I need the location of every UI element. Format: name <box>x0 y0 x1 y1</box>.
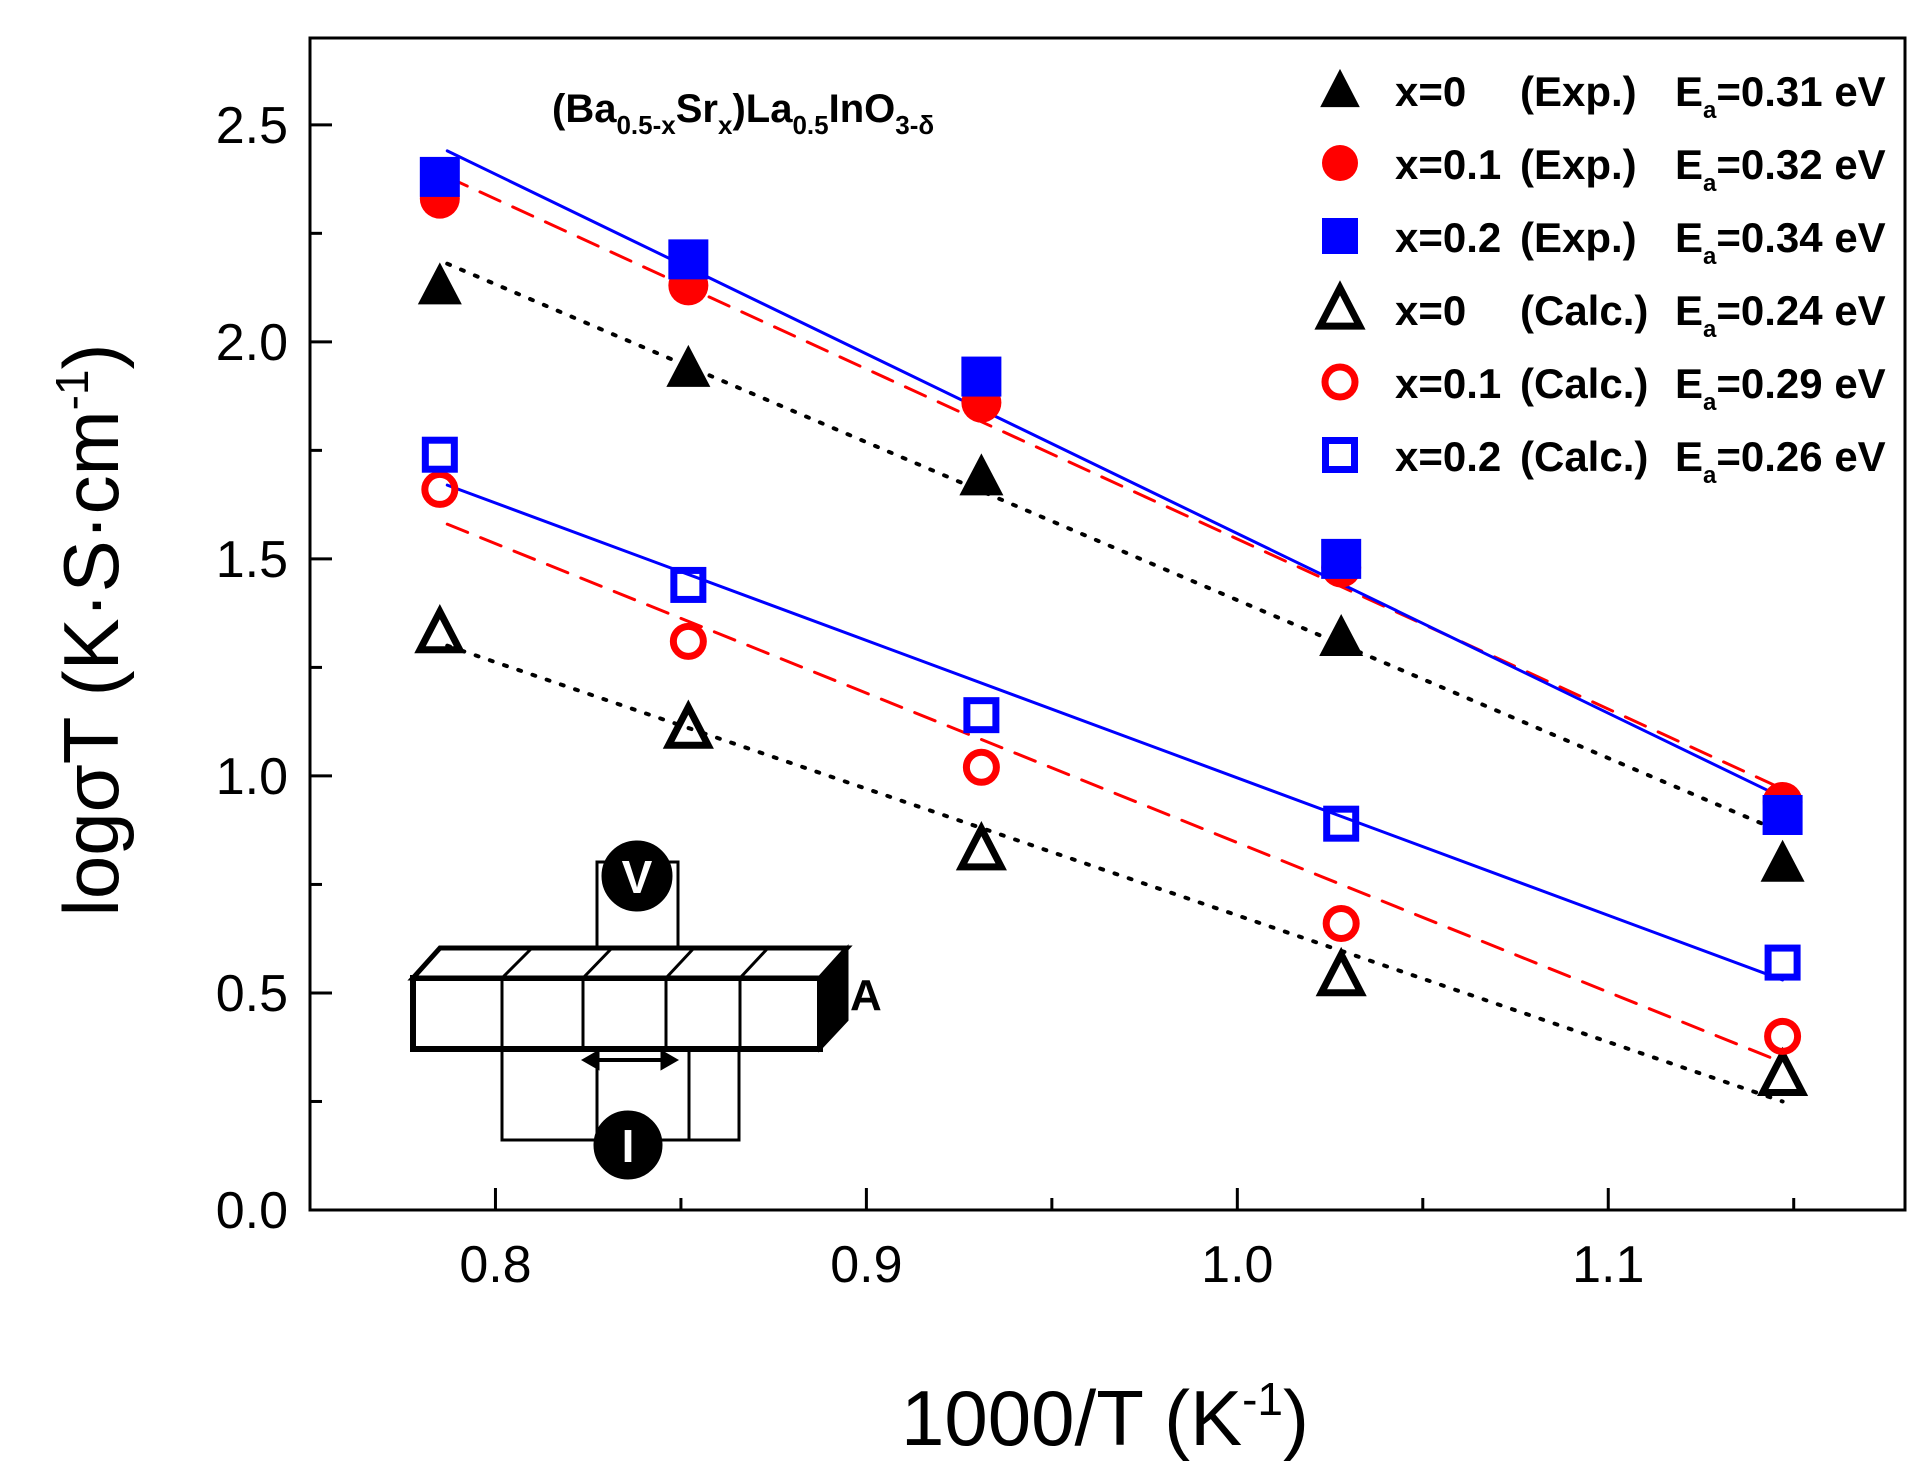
ammeter-label: I <box>622 1120 635 1172</box>
legend-marker <box>1322 218 1358 254</box>
fit-line <box>445 483 1785 982</box>
data-point <box>669 622 707 660</box>
y-tick-label: 2.0 <box>216 314 288 372</box>
data-point <box>662 699 714 749</box>
data-point <box>955 821 1007 871</box>
legend: x=0 (Exp.) Ea=0.31 eV x=0.1 (Exp.) Ea=0.32 eV… <box>1314 68 1886 489</box>
data-point <box>1764 944 1801 981</box>
data-point <box>961 356 1002 397</box>
y-tick-label: 1.0 <box>216 748 288 806</box>
legend-marker <box>1322 437 1358 473</box>
data-point <box>962 748 1000 786</box>
y-tick-label: 0.5 <box>216 965 288 1023</box>
y-tick-label: 2.5 <box>216 97 288 155</box>
data-point <box>666 344 711 387</box>
data-point <box>1757 1046 1809 1097</box>
x-tick-label: 1.1 <box>1572 1236 1644 1294</box>
fit-line <box>445 643 1785 1104</box>
legend-series-type: (Exp.) <box>1520 214 1637 261</box>
legend-series-type: (Calc.) <box>1520 433 1648 480</box>
legend-series-ea: Ea=0.29 eV <box>1675 360 1886 416</box>
fit-line <box>445 522 1785 1064</box>
data-point <box>1323 805 1360 842</box>
chart-title: (Ba0.5-xSrx)La0.5InO3-δ <box>552 87 934 140</box>
legend-series-ea: Ea=0.24 eV <box>1675 287 1886 343</box>
legend-marker <box>1322 145 1358 181</box>
fit-line <box>445 175 1785 791</box>
voltmeter-icon <box>601 840 673 912</box>
axis-ticks <box>308 123 1796 1212</box>
legend-series-type: (Calc.) <box>1520 287 1648 334</box>
axis-tick-labels: 0.8 0.9 1.0 1.1 0.0 0.5 1.0 1.5 2.0 2.5 <box>216 97 1645 1294</box>
legend-series-ea: Ea=0.34 eV <box>1675 214 1886 270</box>
legend-series-x: x=0 <box>1395 68 1466 115</box>
data-point <box>414 603 466 654</box>
plot-frame <box>308 36 1907 1212</box>
data-point <box>670 566 707 603</box>
legend-series-type: (Exp.) <box>1520 141 1637 188</box>
data-point <box>1764 1017 1802 1055</box>
legend-series-ea: Ea=0.32 eV <box>1675 141 1886 197</box>
x-tick-label: 1.0 <box>1201 1236 1273 1294</box>
area-label: A <box>850 971 882 1020</box>
legend-series-x: x=0.2 <box>1395 214 1501 261</box>
ammeter-icon <box>593 1110 663 1180</box>
data-point <box>1322 905 1360 943</box>
y-tick-label: 0.0 <box>216 1182 288 1240</box>
legend-series-x: x=0.2 <box>1395 433 1501 480</box>
data-point <box>1319 614 1364 657</box>
data-point <box>417 262 462 305</box>
sample-bar-end <box>818 944 849 1053</box>
sample-bar <box>410 975 823 1052</box>
x-axis-title: 1000/T (K-1) <box>901 1373 1309 1462</box>
data-point <box>419 156 460 197</box>
legend-series-ea: Ea=0.26 eV <box>1675 433 1886 489</box>
data-point <box>421 436 458 473</box>
data-point <box>668 239 709 280</box>
data-point <box>959 453 1004 496</box>
legend-series-x: x=0 <box>1395 287 1466 334</box>
x-tick-label: 0.8 <box>459 1236 531 1294</box>
fit-lines <box>445 149 1785 1104</box>
legend-series-type: (Calc.) <box>1520 360 1648 407</box>
y-axis-title: logσT (K·S·cm-1) <box>46 344 135 917</box>
legend-series-type: (Exp.) <box>1520 68 1637 115</box>
legend-series-ea: Ea=0.31 eV <box>1675 68 1886 124</box>
voltmeter-label: V <box>622 851 653 903</box>
data-point <box>1321 538 1362 579</box>
y-tick-label: 1.5 <box>216 531 288 589</box>
data-point <box>1760 839 1805 882</box>
data-point <box>1315 946 1367 997</box>
data-point <box>963 697 1000 734</box>
data-points <box>414 156 1809 1097</box>
fit-line <box>445 261 1785 835</box>
legend-marker <box>1320 68 1360 108</box>
legend-series-x: x=0.1 <box>1395 141 1501 188</box>
legend-series-x: x=0.1 <box>1395 360 1501 407</box>
data-point <box>421 470 459 508</box>
x-tick-label: 0.9 <box>830 1236 902 1294</box>
data-point <box>1762 794 1803 835</box>
legend-marker <box>1321 363 1359 401</box>
sample-bar-top <box>407 945 853 981</box>
measurement-inset <box>407 840 853 1180</box>
legend-marker <box>1314 280 1366 330</box>
